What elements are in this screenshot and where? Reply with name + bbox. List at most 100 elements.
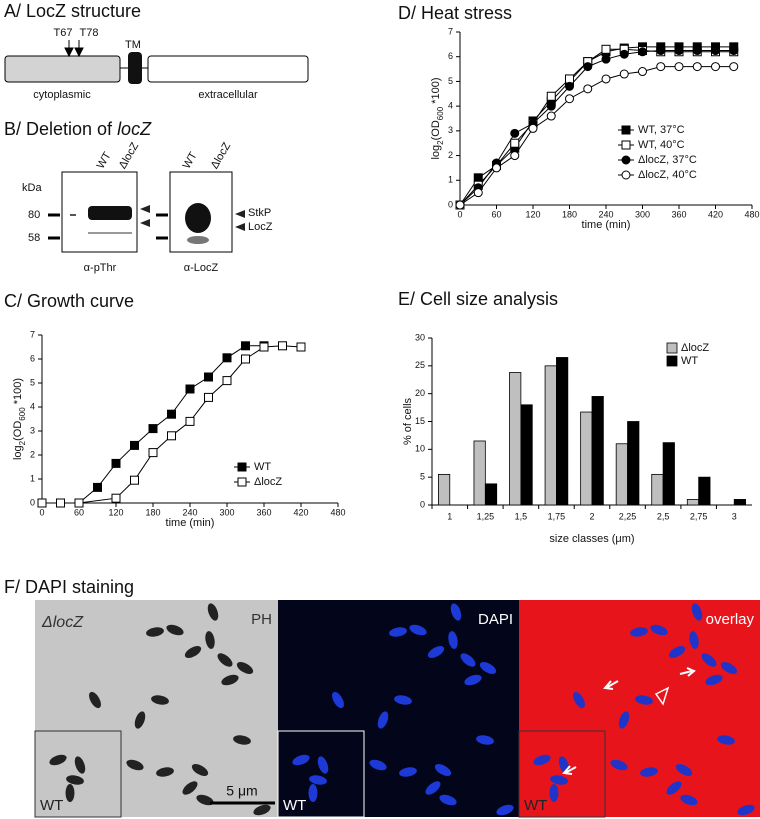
- chart-title: E/ Cell size analysis: [398, 289, 558, 309]
- y-label-part: 600: [436, 106, 445, 120]
- cell: [691, 603, 703, 621]
- legend-label: WT, 37°C: [638, 124, 685, 136]
- bar: [651, 473, 664, 506]
- cell: [308, 784, 318, 802]
- marker: [638, 67, 647, 77]
- x-tick-label: 240: [182, 507, 197, 517]
- cell: [49, 754, 67, 766]
- strain-label: ΔlocZ: [41, 614, 84, 631]
- marker: [656, 46, 666, 56]
- legend-label: ΔlocZ: [254, 476, 282, 488]
- x-tick-label: 3: [732, 511, 737, 521]
- cell: [450, 603, 462, 621]
- cell: [292, 754, 310, 766]
- x-tick-label: 2: [589, 511, 594, 521]
- site-label: T67: [54, 27, 73, 39]
- marker: [455, 200, 465, 210]
- cell: [464, 674, 482, 686]
- y-tick-label: 7: [30, 329, 35, 339]
- legend-label: ΔlocZ, 37°C: [638, 154, 697, 166]
- marker: [167, 431, 176, 441]
- marker: [259, 342, 269, 352]
- cell: [399, 767, 417, 777]
- marker-label: 58: [28, 232, 40, 244]
- cell: [134, 711, 146, 729]
- inset-label: WT: [283, 797, 306, 814]
- marker: [546, 101, 556, 111]
- marker: [510, 128, 520, 138]
- x-tick-label: 120: [108, 507, 123, 517]
- y-axis-label: % of cells: [402, 397, 414, 445]
- y-label-part: (OD: [12, 421, 24, 441]
- lane-label: WT: [95, 150, 114, 171]
- inset: [277, 730, 365, 818]
- marker: [528, 123, 538, 133]
- y-label-part: *100): [12, 378, 24, 407]
- y-label-part: (OD: [430, 120, 442, 140]
- cell: [126, 759, 144, 771]
- cell: [737, 804, 755, 816]
- bar: [556, 357, 569, 506]
- marker: [583, 84, 593, 94]
- cell: [476, 735, 494, 745]
- scale-label: 5 μm: [226, 783, 257, 799]
- cytoplasmic-domain: [4, 55, 121, 83]
- cell: [650, 624, 668, 636]
- band: [88, 206, 132, 220]
- y-tick-label: 5: [420, 472, 425, 482]
- bar: [473, 440, 486, 506]
- cell: [317, 756, 329, 774]
- lane-label: ΔlocZ: [209, 140, 234, 171]
- chart-title: C/ Growth curve: [4, 291, 134, 311]
- x-tick-label: 420: [708, 209, 723, 219]
- arrows: [562, 667, 696, 775]
- cell: [448, 631, 458, 649]
- legend-label: WT: [681, 355, 698, 367]
- x-tick-label: 60: [491, 209, 501, 219]
- x-tick-label: 1: [447, 511, 452, 521]
- y-tick-label: 6: [448, 51, 453, 61]
- cell: [309, 775, 327, 785]
- y-tick-label: 1: [30, 473, 35, 483]
- legend-label: WT, 40°C: [638, 139, 685, 151]
- extracellular-domain: [147, 55, 309, 83]
- marker: [601, 74, 611, 84]
- cell: [630, 627, 648, 637]
- band: [185, 203, 211, 233]
- marker: [619, 69, 629, 79]
- x-tick-label: 0: [39, 507, 44, 517]
- antibody-label: α-pThr: [84, 262, 117, 274]
- bar: [437, 473, 451, 506]
- cell: [573, 691, 585, 709]
- inset: [518, 730, 606, 818]
- y-tick-label: 15: [415, 416, 425, 426]
- cell: [689, 631, 699, 649]
- cell: [205, 631, 215, 649]
- x-tick-label: 0: [457, 209, 462, 219]
- title-text: B/ Deletion of: [4, 119, 117, 139]
- x-axis-label: size classes (μm): [549, 533, 634, 545]
- x-tick-label: 480: [744, 209, 759, 219]
- cell: [479, 662, 497, 674]
- cell: [610, 759, 628, 771]
- cell: [146, 627, 164, 637]
- bar: [698, 476, 711, 506]
- y-tick-label: 3: [448, 125, 453, 135]
- y-tick-label: 30: [415, 332, 425, 342]
- x-tick-label: 360: [256, 507, 271, 517]
- cell: [156, 767, 174, 777]
- cell: [409, 624, 427, 636]
- marker: [278, 341, 287, 351]
- x-tick-label: 360: [671, 209, 686, 219]
- marker: [692, 62, 702, 72]
- chart-title: D/ Heat stress: [398, 3, 512, 23]
- marker: [601, 44, 611, 54]
- cell: [425, 781, 441, 795]
- marker: [711, 46, 720, 56]
- legend-label: ΔlocZ, 40°C: [638, 169, 697, 181]
- cell: [182, 781, 198, 795]
- site-arrows: [64, 40, 84, 58]
- arrowhead: [654, 686, 670, 706]
- marker: [473, 188, 483, 198]
- bar: [686, 499, 700, 506]
